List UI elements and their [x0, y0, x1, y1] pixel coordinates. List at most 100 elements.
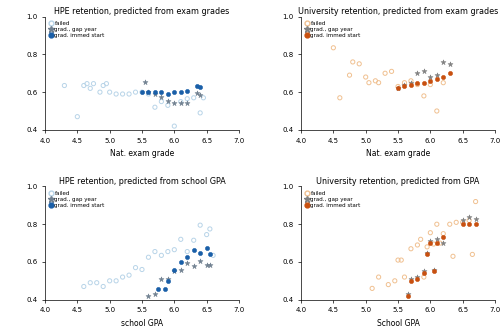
- Point: [426, 78, 434, 84]
- Point: [90, 81, 98, 86]
- Point: [183, 101, 191, 106]
- Point: [112, 91, 120, 97]
- Point: [96, 90, 104, 95]
- Point: [440, 240, 448, 246]
- Point: [99, 284, 107, 289]
- Point: [433, 108, 441, 114]
- Point: [388, 69, 396, 74]
- Point: [440, 235, 448, 240]
- Point: [420, 269, 428, 274]
- Point: [362, 74, 370, 80]
- Legend: failed, grad., gap year, grad. immed start: failed, grad., gap year, grad. immed sta…: [304, 19, 362, 39]
- Point: [458, 220, 466, 225]
- Point: [374, 274, 382, 280]
- Point: [368, 286, 376, 291]
- Point: [177, 99, 185, 104]
- Point: [158, 94, 166, 100]
- Point: [158, 99, 166, 104]
- Point: [426, 230, 434, 235]
- Point: [433, 237, 441, 242]
- Point: [423, 250, 431, 255]
- Point: [125, 272, 133, 278]
- Point: [374, 80, 382, 85]
- Point: [404, 293, 411, 299]
- Point: [183, 260, 191, 266]
- Point: [400, 80, 408, 85]
- Point: [414, 274, 422, 280]
- Point: [452, 220, 460, 225]
- Point: [177, 267, 185, 272]
- Point: [400, 274, 408, 280]
- Point: [394, 86, 402, 91]
- Point: [446, 71, 454, 76]
- Point: [183, 249, 191, 254]
- Point: [170, 267, 178, 272]
- Point: [423, 252, 431, 257]
- Point: [440, 231, 448, 236]
- Point: [449, 254, 457, 259]
- Point: [420, 271, 428, 276]
- Point: [164, 276, 172, 282]
- Point: [465, 218, 473, 223]
- Point: [400, 82, 408, 87]
- Point: [372, 78, 380, 84]
- Point: [407, 276, 415, 282]
- Point: [164, 103, 172, 108]
- Point: [420, 93, 428, 99]
- Point: [433, 221, 441, 227]
- Point: [177, 90, 185, 95]
- Point: [190, 263, 198, 268]
- Point: [177, 237, 185, 242]
- Point: [384, 282, 392, 287]
- Point: [138, 267, 146, 272]
- Point: [190, 95, 198, 101]
- Point: [336, 95, 344, 101]
- Point: [349, 59, 357, 65]
- Point: [446, 61, 454, 67]
- Point: [118, 274, 126, 280]
- Point: [397, 257, 405, 263]
- Title: HPE retention, predicted from exam grades: HPE retention, predicted from exam grade…: [54, 7, 230, 16]
- Point: [426, 82, 434, 87]
- Point: [196, 250, 204, 255]
- Point: [206, 252, 214, 257]
- Point: [74, 114, 82, 119]
- X-axis label: School GPA: School GPA: [376, 319, 420, 328]
- Point: [458, 221, 466, 227]
- Point: [440, 74, 448, 80]
- Point: [394, 86, 402, 91]
- X-axis label: Nat. exam grade: Nat. exam grade: [366, 149, 430, 158]
- Point: [433, 240, 441, 246]
- Point: [183, 89, 191, 94]
- Point: [365, 80, 373, 85]
- Point: [426, 238, 434, 244]
- Point: [170, 247, 178, 252]
- Point: [141, 79, 149, 85]
- Point: [193, 84, 201, 89]
- Point: [92, 280, 100, 285]
- Point: [99, 83, 107, 88]
- Point: [420, 80, 428, 85]
- Point: [440, 80, 448, 85]
- Point: [414, 80, 422, 86]
- Point: [407, 82, 415, 87]
- Point: [420, 274, 428, 280]
- Point: [151, 105, 159, 110]
- Point: [426, 240, 434, 246]
- Point: [407, 278, 415, 283]
- Point: [446, 221, 454, 227]
- Point: [170, 269, 178, 274]
- Point: [164, 249, 172, 254]
- Point: [83, 81, 91, 86]
- Point: [381, 71, 389, 76]
- Point: [196, 222, 204, 228]
- Point: [151, 249, 159, 254]
- Point: [414, 71, 422, 76]
- Point: [433, 76, 441, 82]
- Point: [196, 258, 204, 264]
- Point: [144, 90, 152, 95]
- Point: [144, 293, 152, 299]
- Point: [196, 110, 204, 116]
- Point: [206, 262, 214, 267]
- Point: [414, 82, 422, 87]
